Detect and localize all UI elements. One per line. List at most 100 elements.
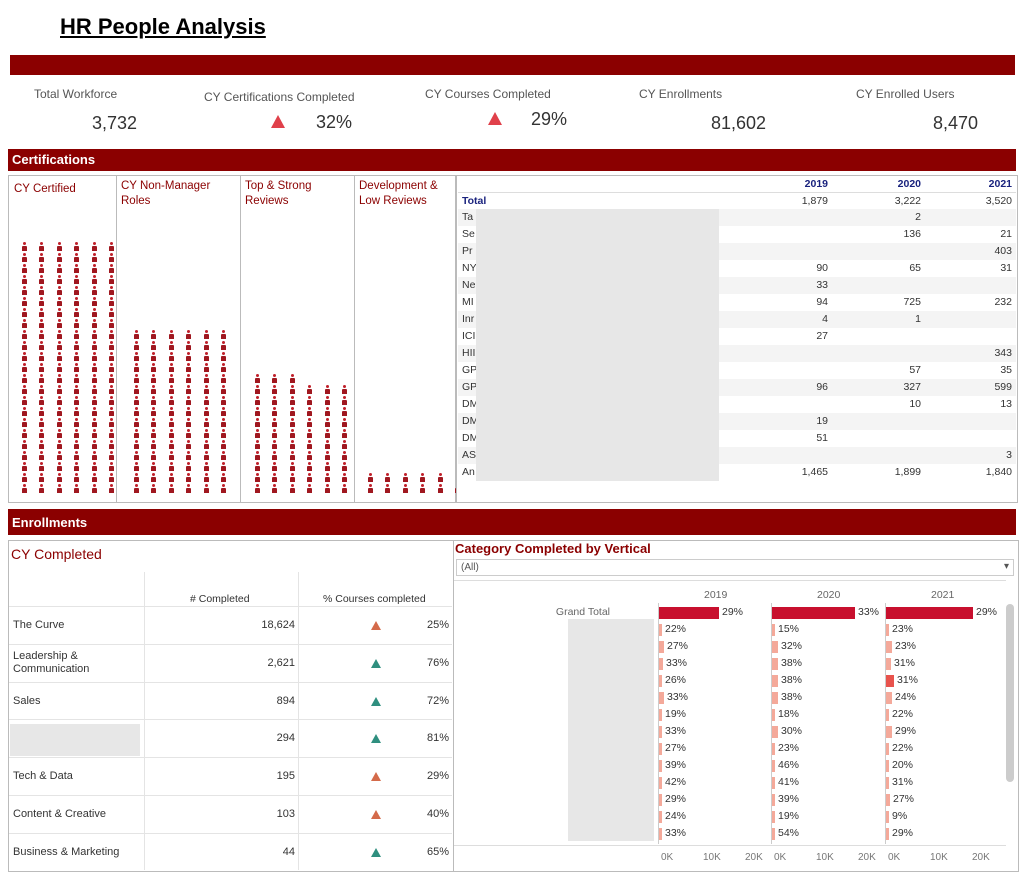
panel-title-development-low: Development & Low Reviews (359, 180, 438, 207)
person-icon (21, 374, 27, 383)
chart-row[interactable]: n33%38%24% (455, 689, 1005, 706)
person-icon (168, 374, 174, 383)
person-icon (91, 242, 97, 251)
chart-row[interactable]: o42%41%31% (455, 774, 1005, 791)
cell-2019: 96 (816, 381, 828, 393)
data-label: 23% (895, 640, 917, 652)
scrollbar-thumb[interactable] (1006, 604, 1014, 782)
bar (659, 675, 662, 687)
person-icon (342, 418, 348, 427)
chart-row[interactable]: e27%32%23% (455, 638, 1005, 655)
col-header-pct: % Courses completed (323, 593, 426, 605)
chart-row[interactable]: e19%18%22% (455, 706, 1005, 723)
bar (886, 743, 889, 755)
axis-tick-label: 20K (972, 852, 990, 863)
person-icon (91, 275, 97, 284)
person-icon (39, 286, 45, 295)
person-icon (186, 418, 192, 427)
person-icon (221, 374, 227, 383)
person-icon (272, 484, 278, 493)
person-icon-column (288, 374, 296, 495)
person-icon (74, 275, 80, 284)
table-row: NY 90 65 31 (458, 260, 1016, 277)
person-icon (21, 451, 27, 460)
person-icon (21, 473, 27, 482)
list-item[interactable]: 294 81% (9, 719, 452, 757)
person-icon (168, 341, 174, 350)
data-label: 31% (892, 776, 914, 788)
person-icon (289, 407, 295, 416)
person-icon (74, 396, 80, 405)
list-item[interactable]: Sales 894 72% (9, 682, 452, 719)
year-2019-header: 2019 (804, 178, 828, 190)
vertical-filter-dropdown[interactable]: (All) ▾ (456, 559, 1014, 576)
bar (772, 607, 855, 619)
chart-row[interactable]: y27%23%22% (455, 740, 1005, 757)
axis-line (771, 603, 772, 844)
person-icon (254, 407, 260, 416)
list-item[interactable]: Content & Creative 103 40% (9, 795, 452, 833)
person-icon (74, 418, 80, 427)
chart-row[interactable]: s26%38%31% (455, 672, 1005, 689)
bar (772, 760, 775, 772)
list-item[interactable]: Leadership & Communication 2,621 76% (9, 644, 452, 682)
row-label: DM (462, 415, 479, 427)
person-icon (203, 363, 209, 372)
data-label: 38% (781, 674, 803, 686)
person-icon (272, 429, 278, 438)
data-label: 31% (897, 674, 919, 686)
person-icon-column (401, 473, 409, 495)
data-label: 54% (778, 827, 800, 839)
person-icon (151, 451, 157, 460)
person-icon (56, 363, 62, 372)
list-item[interactable]: Tech & Data 195 29% (9, 757, 452, 795)
list-item[interactable]: Business & Marketing 44 65% (9, 833, 452, 871)
person-icon (56, 451, 62, 460)
divider (454, 580, 1006, 581)
data-label: 46% (778, 759, 800, 771)
person-icon (151, 385, 157, 394)
data-label: 26% (665, 674, 687, 686)
person-icon (221, 462, 227, 471)
chart-row[interactable]: l29%39%27% (455, 791, 1005, 808)
person-icon (151, 440, 157, 449)
cell-2019: 90 (816, 262, 828, 274)
person-icon (168, 407, 174, 416)
person-icon (221, 429, 227, 438)
chart-row[interactable]: Grand Total 29% 33% 29% (455, 604, 1005, 621)
divider (116, 175, 117, 503)
person-icon (289, 451, 295, 460)
vertical-year-2021: 2021 (931, 589, 955, 601)
table-row: MI 94 725 232 (458, 294, 1016, 311)
person-icon (91, 330, 97, 339)
chart-row[interactable]: s22%15%23% (455, 621, 1005, 638)
person-icon (254, 440, 260, 449)
chart-row[interactable]: M33%30%29% (455, 723, 1005, 740)
bar (886, 777, 889, 789)
category-label: Sales (13, 695, 41, 707)
person-icon (221, 396, 227, 405)
person-icon (186, 440, 192, 449)
chart-row[interactable]: s39%46%20% (455, 757, 1005, 774)
person-icon (342, 473, 348, 482)
person-icon (272, 418, 278, 427)
person-icon (109, 330, 115, 339)
person-icon (109, 429, 115, 438)
chart-row[interactable]: s33%54%29% (455, 825, 1005, 842)
person-icon-column (253, 374, 261, 495)
person-icon (56, 407, 62, 416)
person-icon (151, 418, 157, 427)
list-item[interactable]: The Curve 18,624 25% (9, 606, 452, 644)
chevron-down-icon: ▾ (1003, 561, 1009, 572)
person-icon (39, 385, 45, 394)
person-icon (74, 319, 80, 328)
person-icon (109, 407, 115, 416)
person-icon (74, 363, 80, 372)
chart-row[interactable]: il24%19%9% (455, 808, 1005, 825)
person-icon (109, 253, 115, 262)
person-icon (109, 297, 115, 306)
person-icon (91, 484, 97, 493)
category-label: Leadership & Communication (13, 650, 90, 675)
chart-row[interactable]: n33%38%31% (455, 655, 1005, 672)
person-icon (74, 253, 80, 262)
